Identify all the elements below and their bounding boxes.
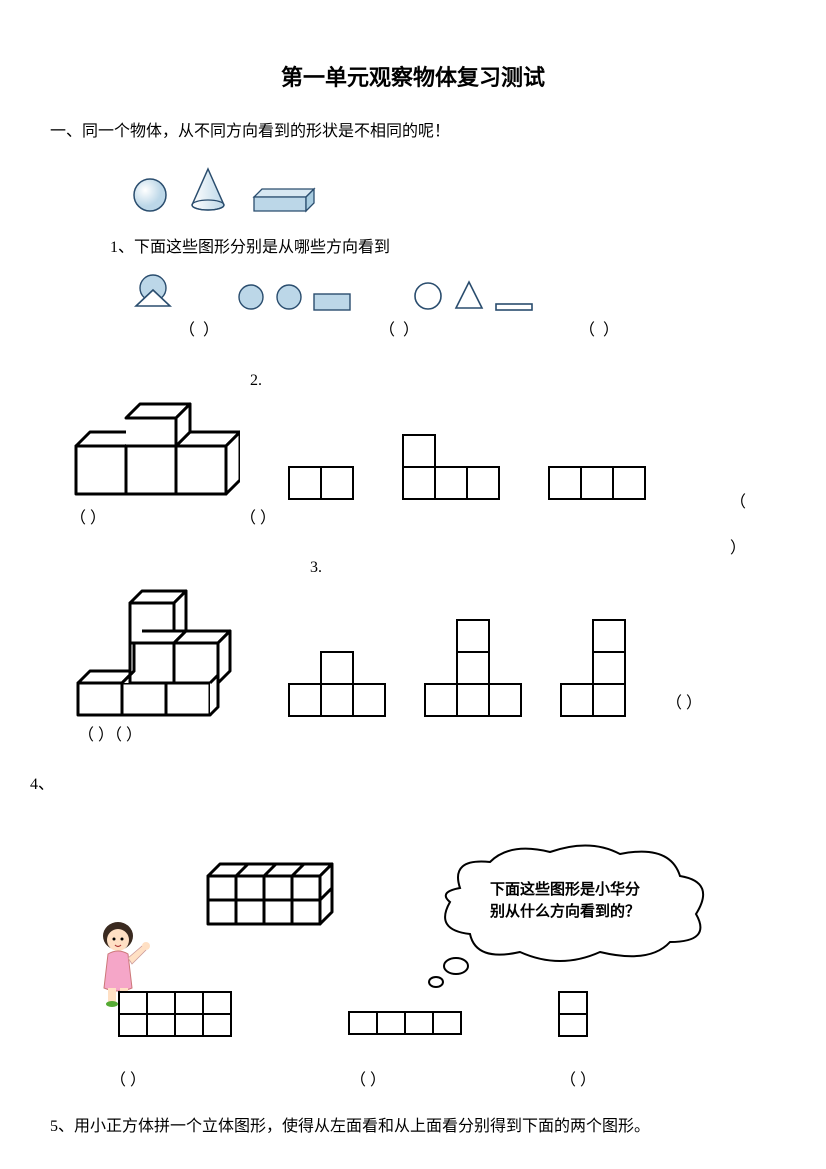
circle-icon <box>412 280 444 312</box>
q2-view-3 <box>550 468 646 500</box>
q3-parens: （ ）（ ） <box>60 723 776 749</box>
q2-label: 2. <box>250 368 776 394</box>
q5-label: 5、用小正方体拼一个立体图形，使得从左面看和从上面看分别得到下面的两个图形。 <box>50 1114 776 1140</box>
cube-3d-q3 <box>60 587 250 717</box>
answer-blank[interactable]: （ ） <box>666 691 702 717</box>
q1-parens: （ ） （ ） （ ） <box>130 318 776 344</box>
q2-view-1 <box>290 468 354 500</box>
answer-blank[interactable]: （ ） <box>70 506 160 532</box>
answer-blank[interactable]: （ ） <box>130 318 270 344</box>
cuboid-icon <box>246 185 320 215</box>
q3-view-3 <box>562 621 626 717</box>
q1-views <box>130 270 776 312</box>
q4-view-2 <box>350 1013 462 1035</box>
answer-blank[interactable]: （ ） <box>560 1068 650 1094</box>
answer-blank[interactable]: （ ） <box>330 318 470 344</box>
q4-parens: （ ） （ ） （ ） <box>110 1068 776 1094</box>
q3-view-1 <box>290 653 386 717</box>
cloud-text2: 别从什么方向看到的？ <box>489 902 640 920</box>
answer-blank[interactable]: （ ） <box>240 506 330 532</box>
cloud-text1: 下面这些图形是小华分 <box>490 880 640 898</box>
rect-icon <box>312 292 352 312</box>
q2-view-2 <box>404 436 500 500</box>
cone-icon <box>186 165 230 215</box>
thought-cloud-icon: 下面这些图形是小华分 别从什么方向看到的？ <box>420 838 720 988</box>
q3-row: （ ） <box>60 587 776 717</box>
answer-blank[interactable]: （ ） <box>110 1068 200 1094</box>
q4-label: 4、 <box>30 772 776 798</box>
q1-view-1 <box>130 270 176 312</box>
answer-blank[interactable]: （ ）（ ） <box>60 723 160 749</box>
sphere-icon <box>130 175 170 215</box>
page-title: 第一单元观察物体复习测试 <box>50 60 776 95</box>
q1-label: 1、下面这些图形分别是从哪些方向看到 <box>110 235 776 261</box>
q1-view-3 <box>412 270 534 312</box>
answer-blank[interactable]: （ ） <box>350 1068 440 1094</box>
circle-icon <box>236 282 266 312</box>
q2-parens: （ ） （ ） <box>70 506 776 532</box>
q1-view-2 <box>236 270 352 312</box>
q3-label: 3. <box>310 555 776 581</box>
circle-icon <box>274 282 304 312</box>
section-one: 一、同一个物体，从不同方向看到的形状是不相同的呢！ <box>50 119 776 145</box>
shapes-row <box>130 165 776 215</box>
triangle-icon <box>452 278 486 312</box>
q4-view-3 <box>560 993 588 1037</box>
circle-triangle-icon <box>130 270 176 312</box>
thin-rect-icon <box>494 302 534 312</box>
q4-view-1 <box>120 993 232 1037</box>
answer-blank[interactable]: （ ） <box>530 318 670 344</box>
q3-view-2 <box>426 621 522 717</box>
q4-area: 下面这些图形是小华分 别从什么方向看到的？ <box>90 818 776 1068</box>
cube-3d-q2 <box>70 400 240 500</box>
q2-row: （ ） <box>70 400 776 500</box>
cuboid-2x4-icon <box>200 848 350 928</box>
